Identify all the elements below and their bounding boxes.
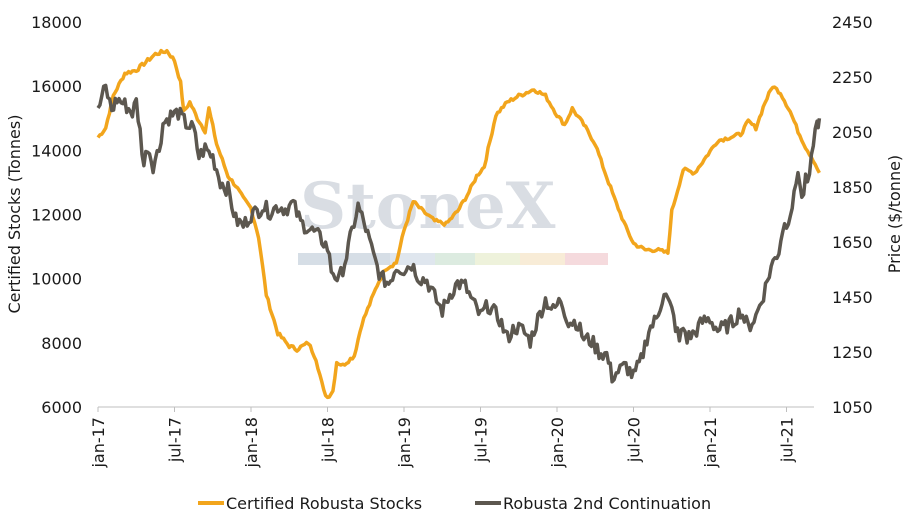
y-right-tick-label: 1850 xyxy=(832,178,873,197)
x-tick-label: jul-21 xyxy=(778,417,797,463)
legend-label-price: Robusta 2nd Continuation xyxy=(503,494,711,513)
x-tick-label: jan-18 xyxy=(242,417,261,469)
y-right-tick-label: 1250 xyxy=(832,343,873,362)
x-tick-label: jan-17 xyxy=(89,417,108,469)
legend: Certified Robusta Stocks Robusta 2nd Con… xyxy=(198,494,711,513)
y-left-tick-label: 14000 xyxy=(31,141,82,160)
y-right-tick-label: 1650 xyxy=(832,233,873,252)
y-left-tick-label: 12000 xyxy=(31,206,82,225)
watermark: StoneX xyxy=(298,169,608,265)
y-left-tick-label: 8000 xyxy=(41,334,82,353)
watermark-bar-seg xyxy=(565,253,608,265)
y-right-tick-label: 2050 xyxy=(832,123,873,142)
x-tick-label: jul-19 xyxy=(472,417,491,463)
y-right-tick-label: 2450 xyxy=(832,13,873,32)
axes: 6000 8000 10000 12000 14000 16000 18000 1050 125… xyxy=(31,13,873,469)
legend-label-stocks: Certified Robusta Stocks xyxy=(226,494,422,513)
y-right-tick-label: 2250 xyxy=(832,68,873,87)
x-tick-label: jan-21 xyxy=(701,417,720,469)
watermark-bar-seg xyxy=(298,253,390,265)
watermark-bar-seg xyxy=(475,253,520,265)
x-tick-label: jul-17 xyxy=(166,417,185,463)
watermark-bar-seg xyxy=(435,253,475,265)
y-axis-right-title: Price ($/tonne) xyxy=(885,155,904,273)
series-line-robusta-price xyxy=(96,83,822,384)
y-right-tick-label: 1050 xyxy=(832,398,873,417)
x-tick-label: jul-20 xyxy=(625,417,644,463)
y-left-tick-label: 6000 xyxy=(41,398,82,417)
series-line-certified-stocks xyxy=(96,48,821,400)
x-tick-label: jan-19 xyxy=(395,417,414,469)
y-axis-left-title: Certified Stocks (Tonnes) xyxy=(5,115,24,314)
watermark-bar-seg xyxy=(520,253,565,265)
y-left-tick-label: 16000 xyxy=(31,77,82,96)
x-tick-label: jul-18 xyxy=(319,417,338,463)
watermark-bar-seg xyxy=(390,253,435,265)
y-left-tick-label: 10000 xyxy=(31,270,82,289)
watermark-text: StoneX xyxy=(300,169,556,244)
series-layer xyxy=(96,48,822,400)
y-left-tick-label: 18000 xyxy=(31,13,82,32)
y-right-tick-label: 1450 xyxy=(832,288,873,307)
x-tick-label: jan-20 xyxy=(548,417,567,469)
